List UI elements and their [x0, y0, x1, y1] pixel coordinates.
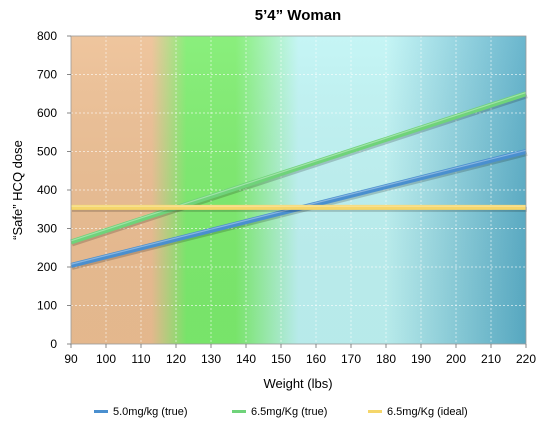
x-axis-title: Weight (lbs) [263, 376, 332, 391]
legend-label-3: 6.5mg/Kg (ideal) [387, 406, 468, 418]
series-lines [70, 91, 528, 270]
legend-label-2: 6.5mg/Kg (true) [251, 406, 327, 418]
plot-shade [71, 36, 526, 344]
legend-swatch-1 [94, 410, 108, 413]
x-tick-label: 190 [411, 352, 431, 366]
y-axis-title: “Safe” HCQ dose [10, 140, 25, 240]
y-tick-label: 800 [37, 29, 57, 43]
y-tick-label: 200 [37, 260, 57, 274]
grid [71, 36, 526, 344]
x-tick-label: 150 [271, 352, 291, 366]
y-tick-label: 0 [50, 337, 57, 351]
y-tick-label: 400 [37, 183, 57, 197]
x-tick-label: 110 [131, 352, 150, 366]
x-tick-label: 220 [516, 352, 536, 366]
y-tick-label: 500 [37, 145, 57, 159]
y-tick-label: 300 [37, 222, 57, 236]
axis-ticks: 90 100 110 120 130 140 150 160 170 180 190 200 210 22… [37, 29, 536, 366]
x-tick-label: 100 [96, 352, 116, 366]
x-tick-label: 90 [64, 352, 78, 366]
legend-swatch-2 [232, 410, 246, 413]
x-tick-label: 140 [236, 352, 256, 366]
x-tick-label: 200 [446, 352, 466, 366]
x-tick-label: 210 [481, 352, 501, 366]
legend: 5.0mg/kg (true) 6.5mg/Kg (true) 6.5mg/Kg (… [94, 406, 468, 418]
legend-label-1: 5.0mg/kg (true) [113, 406, 188, 418]
x-tick-label: 120 [166, 352, 186, 366]
series-line-highlight-2 [70, 91, 527, 242]
x-tick-label: 170 [341, 352, 361, 366]
y-tick-label: 100 [37, 299, 57, 313]
series-line-2 [70, 91, 527, 245]
x-tick-label: 180 [376, 352, 396, 366]
x-tick-label: 160 [306, 352, 326, 366]
chart-title: 5’4” Woman [255, 7, 341, 24]
x-tick-label: 130 [201, 352, 221, 366]
legend-swatch-3 [368, 410, 382, 413]
y-tick-label: 600 [37, 106, 57, 120]
y-tick-label: 700 [37, 68, 57, 82]
